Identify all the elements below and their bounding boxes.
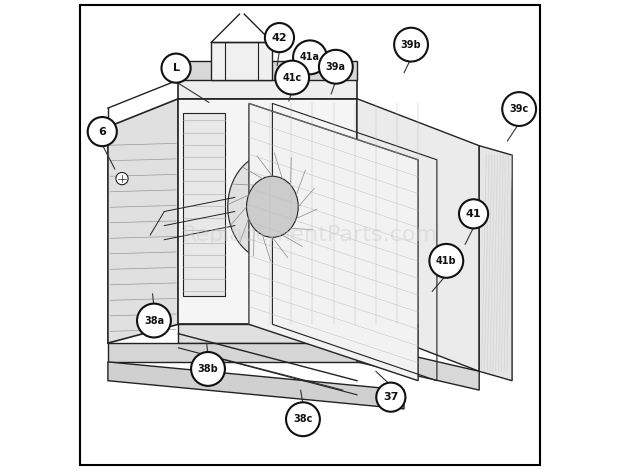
Polygon shape bbox=[357, 343, 479, 390]
Circle shape bbox=[394, 28, 428, 62]
Text: ReplacementParts.com: ReplacementParts.com bbox=[182, 225, 438, 245]
Polygon shape bbox=[179, 324, 357, 343]
Text: 41b: 41b bbox=[436, 256, 456, 266]
Circle shape bbox=[161, 54, 190, 83]
Text: 39c: 39c bbox=[510, 104, 529, 114]
Circle shape bbox=[116, 172, 128, 185]
Text: 38b: 38b bbox=[198, 364, 218, 374]
Circle shape bbox=[502, 92, 536, 126]
Circle shape bbox=[275, 61, 309, 94]
Circle shape bbox=[137, 304, 171, 337]
Circle shape bbox=[87, 117, 117, 146]
Text: L: L bbox=[172, 63, 180, 73]
Text: 42: 42 bbox=[272, 32, 287, 43]
Polygon shape bbox=[179, 61, 357, 80]
Text: 41: 41 bbox=[466, 209, 481, 219]
Polygon shape bbox=[108, 362, 404, 409]
Circle shape bbox=[376, 383, 405, 412]
Polygon shape bbox=[179, 99, 357, 324]
Text: 38c: 38c bbox=[293, 414, 312, 424]
Polygon shape bbox=[249, 103, 418, 381]
Polygon shape bbox=[108, 343, 404, 362]
Text: 37: 37 bbox=[383, 392, 399, 402]
Text: 38a: 38a bbox=[144, 315, 164, 326]
Ellipse shape bbox=[228, 153, 317, 261]
Ellipse shape bbox=[247, 176, 298, 237]
Text: 41a: 41a bbox=[300, 52, 320, 63]
Circle shape bbox=[319, 50, 353, 84]
Text: 41c: 41c bbox=[283, 72, 302, 83]
Text: 39a: 39a bbox=[326, 62, 346, 72]
Text: 39b: 39b bbox=[401, 39, 422, 50]
Circle shape bbox=[293, 40, 327, 74]
Polygon shape bbox=[183, 113, 226, 296]
Polygon shape bbox=[179, 80, 357, 99]
Circle shape bbox=[459, 199, 488, 228]
Circle shape bbox=[430, 244, 463, 278]
Polygon shape bbox=[211, 42, 272, 80]
Polygon shape bbox=[108, 99, 179, 343]
Text: 6: 6 bbox=[99, 126, 106, 137]
Polygon shape bbox=[479, 146, 512, 381]
Circle shape bbox=[286, 402, 320, 436]
Circle shape bbox=[191, 352, 225, 386]
Polygon shape bbox=[357, 99, 479, 371]
Circle shape bbox=[265, 23, 294, 52]
